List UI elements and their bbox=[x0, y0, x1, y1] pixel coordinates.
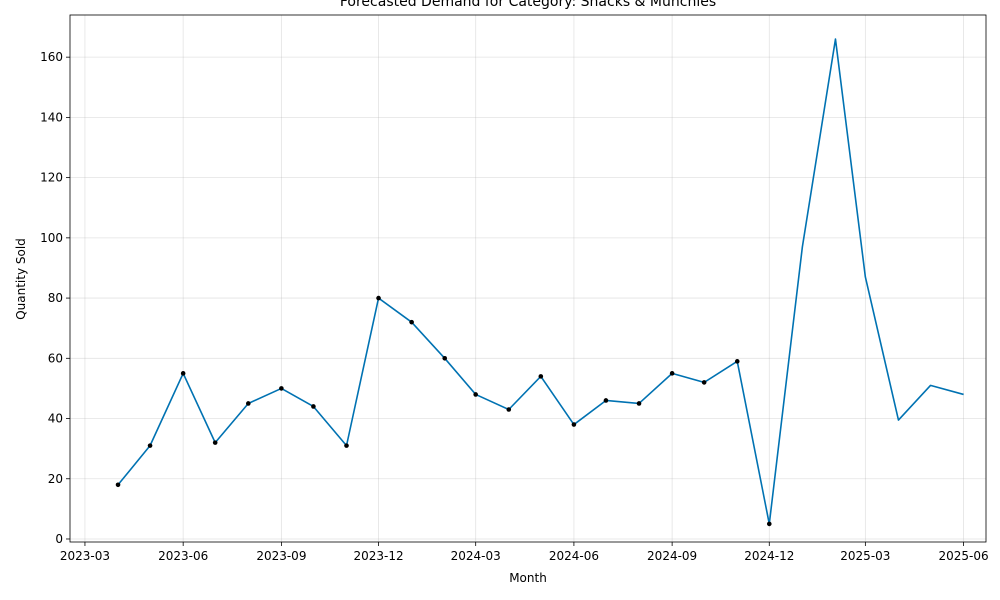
data-point-0-19 bbox=[734, 359, 740, 364]
data-point-0-6 bbox=[311, 404, 316, 409]
y-axis-label: Quantity Sold bbox=[14, 238, 28, 320]
data-point-0-16 bbox=[636, 401, 642, 406]
data-point-0-2 bbox=[180, 371, 186, 376]
x-tick-label: 2025-03 bbox=[840, 549, 890, 563]
data-point-0-10 bbox=[442, 356, 448, 361]
data-point-0-7 bbox=[344, 443, 349, 448]
y-tick-label: 60 bbox=[48, 351, 63, 365]
data-point-0-9 bbox=[409, 319, 414, 325]
x-tick-label: 2025-06 bbox=[939, 549, 989, 563]
plot-frame bbox=[69, 14, 987, 543]
data-point-0-12 bbox=[506, 407, 512, 412]
data-point-0-3 bbox=[212, 440, 218, 445]
y-tick-label: 140 bbox=[40, 110, 63, 124]
y-tick-label: 20 bbox=[48, 472, 63, 486]
x-tick-label: 2024-12 bbox=[744, 549, 794, 563]
data-point-0-13 bbox=[538, 374, 544, 379]
series-line-0 bbox=[117, 297, 771, 525]
y-tick-label: 100 bbox=[40, 231, 63, 245]
data-point-0-0 bbox=[115, 482, 121, 488]
grid bbox=[70, 15, 986, 542]
data-point-0-15 bbox=[603, 398, 609, 403]
x-tick-label: 2024-06 bbox=[549, 549, 599, 563]
axes: 2023-03 2023-06 2023-09 2023-12 2024-03 2024-… bbox=[40, 14, 989, 563]
data-point-0-4 bbox=[245, 401, 251, 406]
series-line-1 bbox=[768, 38, 964, 525]
x-tick-label: 2024-03 bbox=[451, 549, 501, 563]
data-point-0-17 bbox=[669, 371, 675, 376]
data-point-0-5 bbox=[279, 386, 284, 391]
data-point-0-20 bbox=[766, 521, 772, 527]
data-point-0-11 bbox=[473, 392, 478, 397]
y-tick-label: 80 bbox=[48, 291, 63, 305]
y-tick-label: 0 bbox=[55, 532, 63, 546]
data-point-0-14 bbox=[571, 422, 577, 427]
x-axis-label: Month bbox=[509, 571, 547, 585]
chart-title: Forecasted Demand for Category: Snacks &… bbox=[340, 0, 716, 10]
series-group bbox=[115, 38, 964, 527]
x-tick-label: 2023-09 bbox=[256, 549, 306, 563]
x-tick-label: 2023-12 bbox=[353, 549, 403, 563]
x-tick-label: 2023-03 bbox=[60, 549, 110, 563]
x-tick-label: 2024-09 bbox=[647, 549, 697, 563]
data-point-0-8 bbox=[376, 295, 381, 301]
x-tick-label: 2023-06 bbox=[158, 549, 208, 563]
y-tick-label: 120 bbox=[40, 171, 63, 185]
y-tick-label: 40 bbox=[48, 412, 63, 426]
y-tick-label: 160 bbox=[40, 50, 63, 64]
data-point-0-1 bbox=[147, 443, 153, 448]
data-point-0-18 bbox=[701, 380, 707, 385]
